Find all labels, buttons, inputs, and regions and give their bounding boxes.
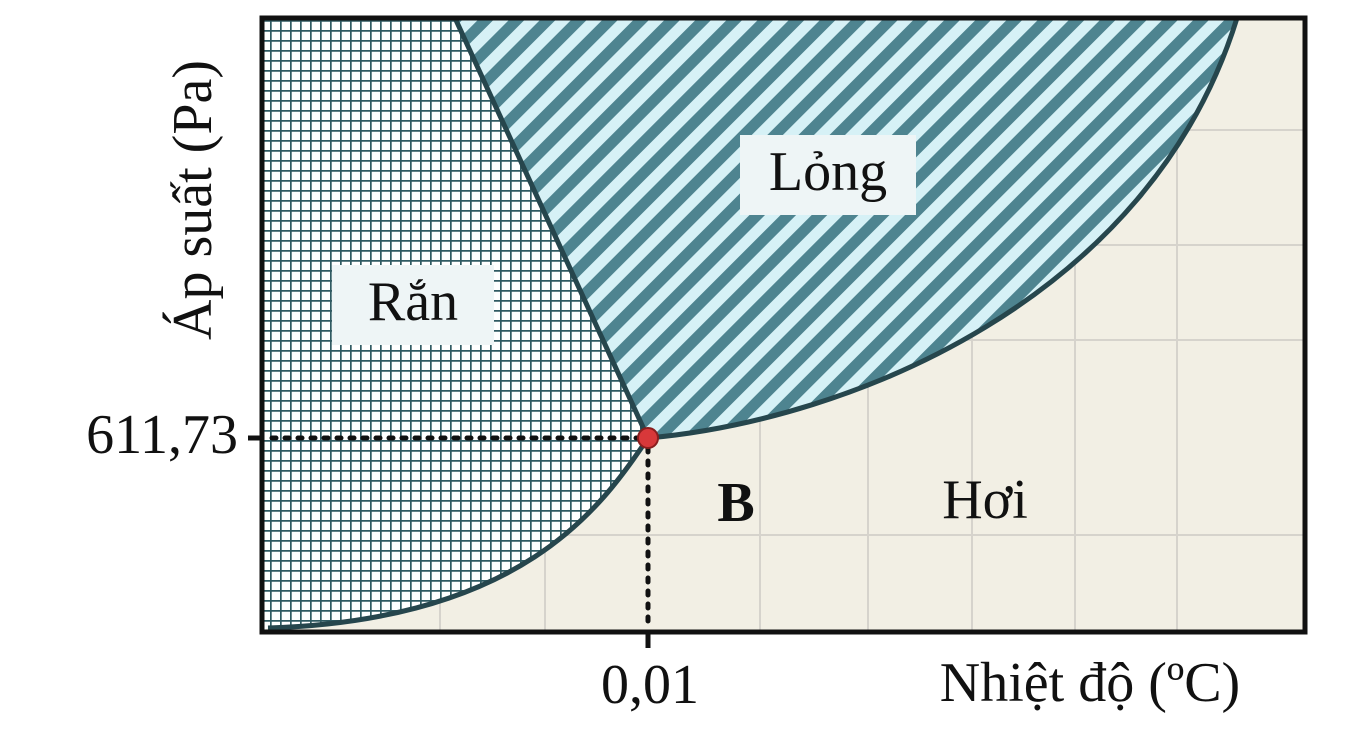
liquid-label-box (740, 135, 916, 215)
solid-label-box (332, 265, 494, 345)
phase-boundaries (267, 16, 1240, 631)
x-axis-label: Nhiệt độ (ºC) (940, 652, 1240, 714)
solid-label: Rắn (368, 271, 458, 333)
point-label: B (717, 472, 754, 534)
triple-point (637, 427, 659, 449)
y-tick-label: 611,73 (86, 404, 238, 466)
plot-frame (259, 15, 1308, 635)
liquid-label: Lỏng (769, 141, 887, 203)
guide-lines (269, 435, 651, 631)
liquid-region (455, 18, 1237, 438)
x-tick-label: 0,01 (601, 654, 699, 716)
vapor-label: Hơi (942, 469, 1028, 531)
y-axis-label: Áp suất (Pa) (162, 60, 224, 340)
